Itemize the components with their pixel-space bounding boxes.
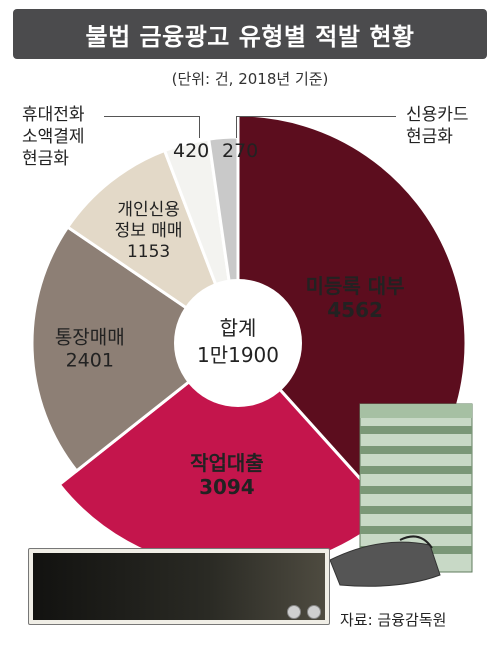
slice-name-label-0: 미등록 대부	[306, 274, 405, 298]
callout-mobile-leader-v	[199, 116, 200, 138]
pie-slice-2	[30, 224, 241, 474]
source-note: 자료: 금융감독원	[340, 611, 447, 629]
callout-card-leader	[236, 116, 396, 117]
laptop-button-right	[307, 605, 321, 619]
callout-card-leader-v	[236, 116, 237, 138]
slice-name-label-1: 작업대출	[190, 451, 264, 475]
slice-value-label-3: 1153	[127, 242, 170, 262]
callout-mobile-line3: 현금화	[22, 149, 69, 169]
slice-name-label-3: 정보 매매	[115, 221, 183, 241]
total-value: 1만1900	[197, 343, 279, 367]
callout-card-label: 신용카드 현금화	[406, 104, 469, 148]
chart-title: 불법 금융광고 유형별 적발 현황	[13, 9, 487, 59]
callout-mobile-value: 420	[173, 140, 210, 162]
slice-name-label-3: 개인신용	[117, 200, 180, 220]
laptop-button-left	[287, 605, 301, 619]
slice-value-label-2: 2401	[66, 350, 114, 372]
callout-card-line1: 신용카드	[406, 105, 469, 125]
pie-center-hole	[174, 279, 302, 407]
slice-value-label-1: 3094	[199, 475, 255, 499]
callout-card-value: 270	[222, 140, 259, 162]
unit-note: (단위: 건, 2018년 기준)	[171, 70, 329, 88]
callout-mobile-leader	[104, 116, 200, 117]
callout-mobile-line2: 소액결제	[22, 127, 85, 147]
callout-mobile-line1: 휴대전화	[22, 105, 85, 125]
callout-card-line2: 현금화	[406, 127, 453, 147]
slice-value-label-0: 4562	[327, 298, 383, 322]
slice-name-label-2: 통장매매	[55, 327, 125, 349]
pie-slice-3	[65, 148, 242, 347]
callout-mobile-label: 휴대전화 소액결제 현금화	[22, 104, 85, 170]
money-stack-illustration	[329, 403, 473, 587]
total-label: 합계	[220, 316, 257, 340]
laptop-illustration	[28, 548, 330, 625]
laptop-screen	[33, 553, 325, 620]
